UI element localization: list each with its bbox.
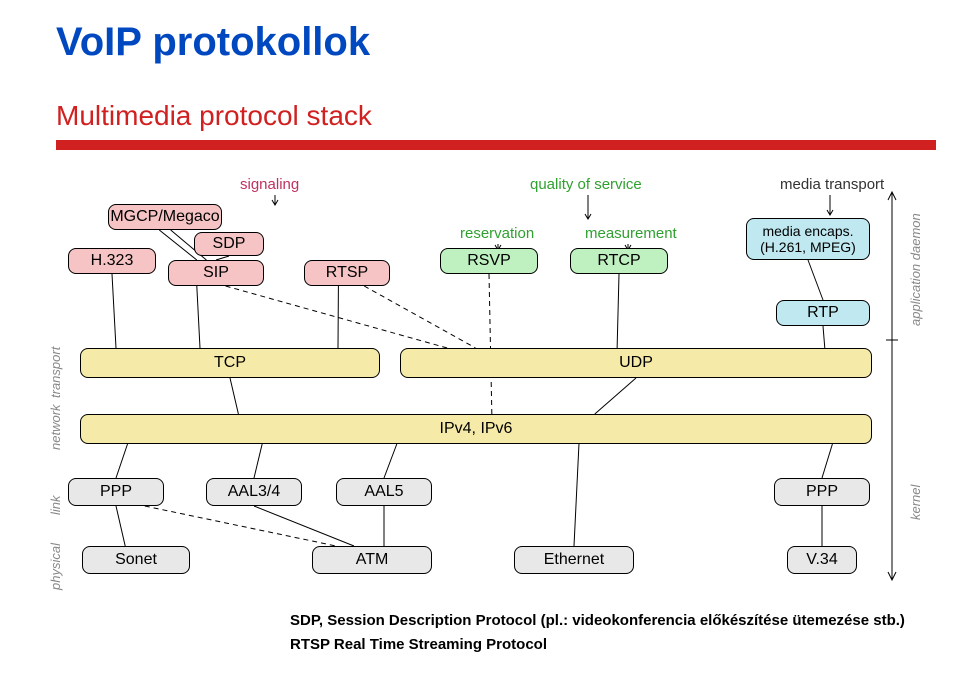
box-ppp2: PPP (774, 478, 870, 506)
box-sdp: SDP (194, 232, 264, 256)
side-label: network (48, 404, 63, 450)
footer-line: SDP, Session Description Protocol (pl.: … (290, 612, 905, 629)
cat-label: reservation (460, 225, 534, 242)
side-label: transport (48, 347, 63, 398)
box-eth: Ethernet (514, 546, 634, 574)
box-ppp1: PPP (68, 478, 164, 506)
side-label: kernel (908, 485, 923, 520)
cat-label: measurement (585, 225, 677, 242)
box-h323: H.323 (68, 248, 156, 274)
divider-bar (56, 140, 936, 150)
side-label: link (48, 495, 63, 515)
subtitle: Multimedia protocol stack (56, 100, 372, 132)
box-rtp: RTP (776, 300, 870, 326)
box-sonet: Sonet (82, 546, 190, 574)
box-udp: UDP (400, 348, 872, 378)
side-label: application daemon (908, 213, 923, 326)
page-title: VoIP protokollok (56, 20, 370, 65)
box-ip: IPv4, IPv6 (80, 414, 872, 444)
cat-label: signaling (240, 176, 299, 193)
box-v34: V.34 (787, 546, 857, 574)
footer-line: RTSP Real Time Streaming Protocol (290, 636, 547, 653)
box-rtcp: RTCP (570, 248, 668, 274)
box-rtsp: RTSP (304, 260, 390, 286)
cat-label: quality of service (530, 176, 642, 193)
box-aal5: AAL5 (336, 478, 432, 506)
cat-label: media transport (780, 176, 884, 193)
box-rsvp: RSVP (440, 248, 538, 274)
box-aal34: AAL3/4 (206, 478, 302, 506)
box-atm: ATM (312, 546, 432, 574)
box-sip: SIP (168, 260, 264, 286)
side-label: physical (48, 543, 63, 590)
box-tcp: TCP (80, 348, 380, 378)
box-media: media encaps. (H.261, MPEG) (746, 218, 870, 260)
box-mgcp: MGCP/Megaco (108, 204, 222, 230)
